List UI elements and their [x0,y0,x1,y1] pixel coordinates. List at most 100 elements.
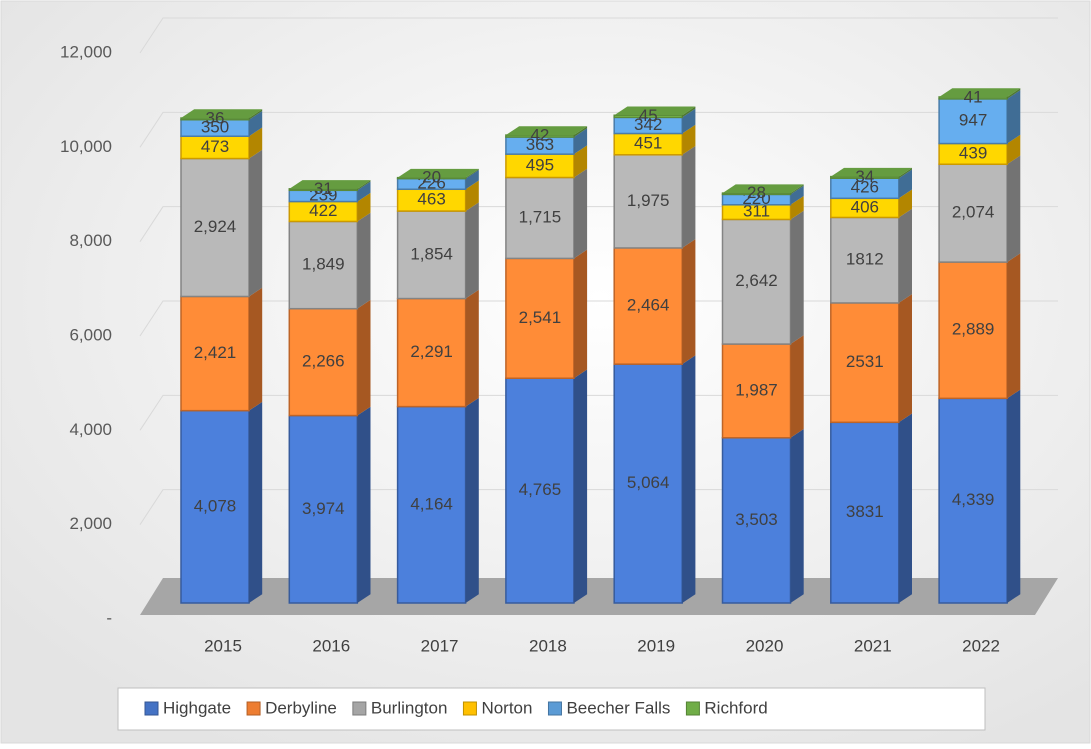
bar-face [938,163,1008,263]
floor [140,578,1058,615]
bar-face [939,88,1021,97]
bar-face [249,110,263,137]
bar-face [505,257,575,380]
x-tick-label: 2022 [962,636,1000,655]
data-label: 36 [206,108,225,127]
data-label: 2,889 [952,320,995,339]
data-label: 426 [851,178,879,197]
bar-face [465,289,479,407]
data-label: 2,924 [194,217,237,236]
bar-face [249,401,263,603]
data-label: 20 [422,168,441,187]
data-label: 2,541 [519,308,562,327]
data-label: 406 [851,197,879,216]
y-tick-label: 10,000 [60,137,112,156]
bar-face [898,167,912,179]
bar-segment [613,108,696,135]
bar-segment [505,145,588,179]
bar-segment [396,289,479,408]
bar-face [1007,134,1021,165]
bar-face [938,397,1008,604]
data-label: 495 [526,155,554,174]
x-tick-label: 2016 [312,636,350,655]
grid-line [139,111,1058,148]
data-label: 2,291 [410,342,453,361]
bar-segment [830,208,912,304]
bar-segment [505,126,588,138]
bar-face [1007,253,1021,399]
legend-label: Burlington [371,698,448,717]
bar-face [249,287,263,411]
data-label: 4,339 [952,490,995,509]
data-label: 342 [634,115,662,134]
bar-face [682,108,696,134]
bar-face [357,299,371,416]
data-label: 947 [959,111,987,130]
bar-face [465,180,479,212]
bar-face [898,169,912,199]
bar-face [397,168,479,178]
bar-face [505,126,588,136]
data-label: 439 [959,143,987,162]
data-label: 1,849 [302,255,345,274]
bar-face [573,145,588,178]
bar-face [249,109,263,120]
bar-face [682,239,696,365]
data-label: 31 [314,179,333,198]
bar-face [573,126,588,138]
data-label: 4,078 [194,496,237,515]
bar-face [288,414,359,604]
bar-face [721,218,792,345]
data-label: 34 [855,167,874,186]
legend-label: Norton [481,698,532,717]
bar-segment [505,369,588,604]
data-label: 3,503 [735,510,778,529]
legend-swatch [547,701,562,716]
data-label: 2,642 [735,271,778,290]
x-tick-label: 2020 [746,636,784,655]
y-tick-label: 2,000 [69,514,112,533]
data-label: 363 [526,135,554,154]
data-label: 2,266 [302,352,345,371]
data-label: 311 [743,202,770,221]
bar-segment [830,169,912,200]
legend-swatch [462,701,477,716]
bar-segment [938,134,1021,166]
bar-segment [721,184,804,196]
x-tick-label: 2021 [854,636,892,655]
bar-face [249,149,263,297]
bar-segment [721,335,804,439]
y-tick-label: - [106,608,112,627]
data-label: 42 [530,126,549,145]
y-tick-label: 6,000 [69,325,112,344]
bar-face [1007,389,1021,603]
bar-face [465,169,479,190]
bar-face [682,355,696,603]
data-label: 422 [309,201,337,220]
bar-segment [938,253,1021,400]
bar-face [790,196,804,220]
data-label: 1,715 [519,207,562,226]
bar-face [357,212,371,309]
bar-face [465,397,479,603]
data-label: 3831 [846,502,884,521]
bar-segment [938,155,1021,263]
data-label: 3,974 [302,499,345,518]
data-label: 5,064 [627,473,670,492]
data-label: 463 [417,190,445,209]
x-tick-label: 2019 [637,636,675,655]
bar-face [1007,155,1021,263]
data-label: 1,987 [735,380,778,399]
bar-segment [396,168,479,180]
bar-face [1007,88,1021,99]
bar-face [898,294,912,423]
data-label: 1,975 [627,191,670,210]
bar-face [357,181,371,202]
data-label: 45 [639,106,658,125]
y-tick-label: 4,000 [69,420,112,439]
legend-label: Derbyline [265,698,337,717]
bar-segment [180,110,263,137]
data-label: 28 [747,183,766,202]
bar-face [721,437,792,604]
bar-face [682,146,696,248]
